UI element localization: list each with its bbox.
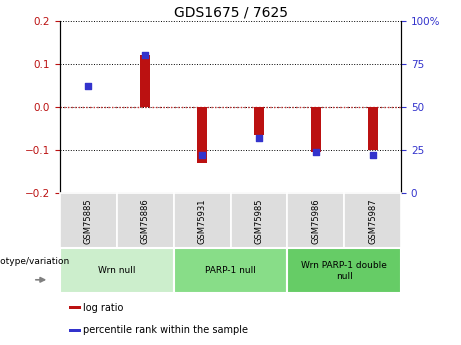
Point	[198, 152, 206, 158]
Point	[369, 152, 376, 158]
Point	[312, 149, 319, 155]
Text: GSM75987: GSM75987	[368, 198, 377, 244]
Bar	[197, 107, 207, 163]
Text: GSM75885: GSM75885	[84, 198, 93, 244]
Text: genotype/variation: genotype/variation	[0, 257, 70, 266]
Bar	[117, 193, 174, 248]
Text: Wrn null: Wrn null	[98, 266, 136, 275]
Bar	[367, 107, 378, 150]
Point	[142, 52, 149, 58]
Bar	[344, 193, 401, 248]
Text: percentile rank within the sample: percentile rank within the sample	[83, 325, 248, 335]
Text: GSM75986: GSM75986	[311, 198, 320, 244]
Bar	[287, 193, 344, 248]
Text: log ratio: log ratio	[83, 303, 123, 313]
Bar	[311, 107, 321, 152]
Bar	[174, 248, 287, 293]
Bar	[140, 55, 150, 107]
Bar	[60, 193, 117, 248]
Text: Wrn PARP-1 double
null: Wrn PARP-1 double null	[301, 261, 387, 280]
Bar	[69, 306, 81, 309]
Bar	[254, 107, 264, 135]
Text: GSM75985: GSM75985	[254, 198, 263, 244]
Text: GSM75931: GSM75931	[198, 198, 207, 244]
Bar	[174, 193, 230, 248]
Title: GDS1675 / 7625: GDS1675 / 7625	[173, 6, 288, 20]
Text: GSM75886: GSM75886	[141, 198, 150, 244]
Point	[255, 135, 263, 141]
Bar	[230, 193, 287, 248]
Text: PARP-1 null: PARP-1 null	[205, 266, 256, 275]
Point	[85, 83, 92, 89]
Bar	[287, 248, 401, 293]
Bar	[60, 248, 174, 293]
Bar	[69, 329, 81, 332]
